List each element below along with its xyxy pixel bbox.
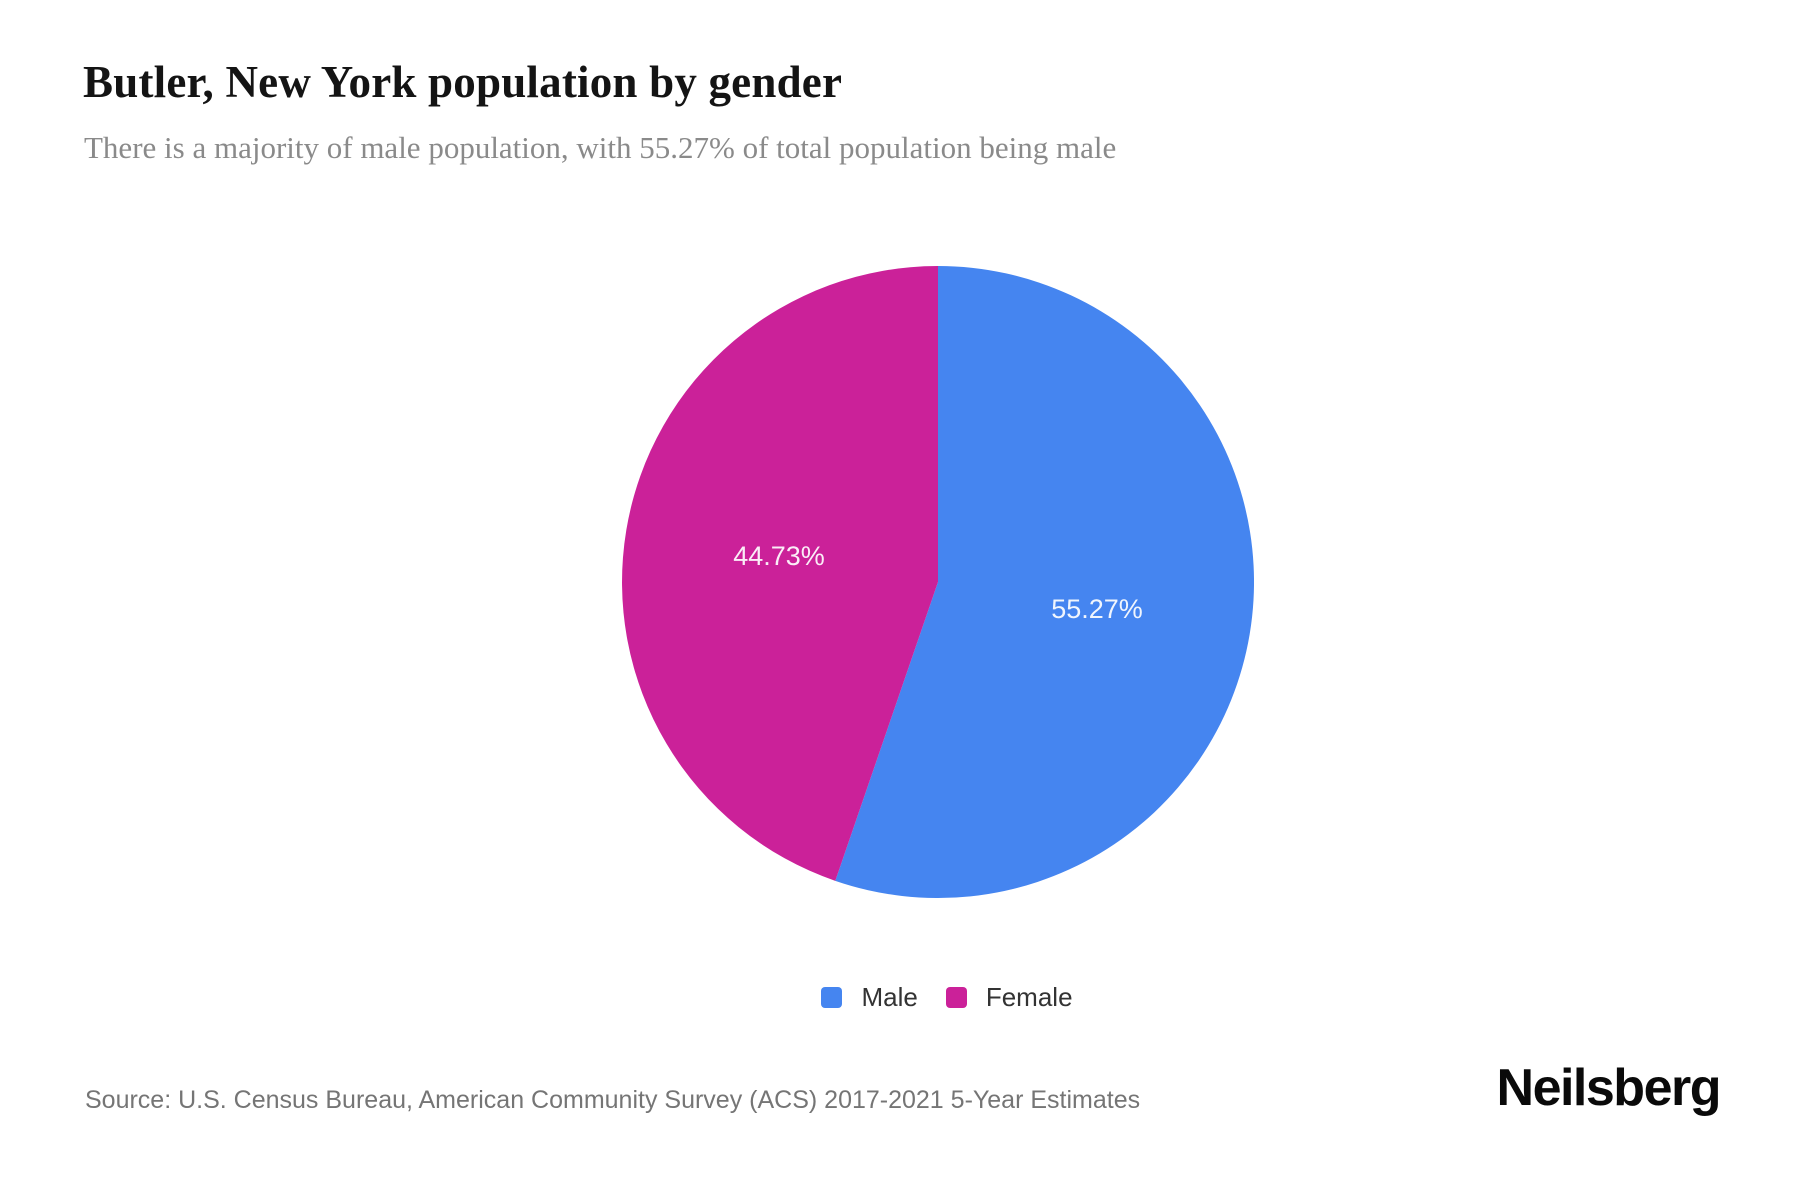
chart-subtitle: There is a majority of male population, … <box>84 130 1117 165</box>
legend-item-male[interactable]: Male <box>821 982 918 1013</box>
legend-label-female: Female <box>985 982 1073 1012</box>
chart-legend: Male Female <box>622 982 1272 1013</box>
page-title: Butler, New York population by gender <box>83 57 843 107</box>
male-legend-swatch-icon <box>821 987 843 1008</box>
female-legend-swatch-icon <box>945 987 967 1008</box>
pie-label-female: 44.73% <box>733 541 825 571</box>
legend-item-female[interactable]: Female <box>945 982 1073 1013</box>
legend-label-male: Male <box>861 982 918 1012</box>
pie-label-male: 55.27% <box>1051 594 1143 624</box>
pie-slice-female[interactable] <box>622 266 938 881</box>
neilsberg-logo: Neilsberg <box>1496 1059 1722 1117</box>
source-attribution: Source: U.S. Census Bureau, American Com… <box>85 1086 1141 1114</box>
pie-chart-svg: 55.27% 44.73% <box>622 266 1254 898</box>
pie-chart: 55.27% 44.73% <box>622 266 1254 898</box>
pie-slice-male[interactable] <box>835 266 1254 898</box>
